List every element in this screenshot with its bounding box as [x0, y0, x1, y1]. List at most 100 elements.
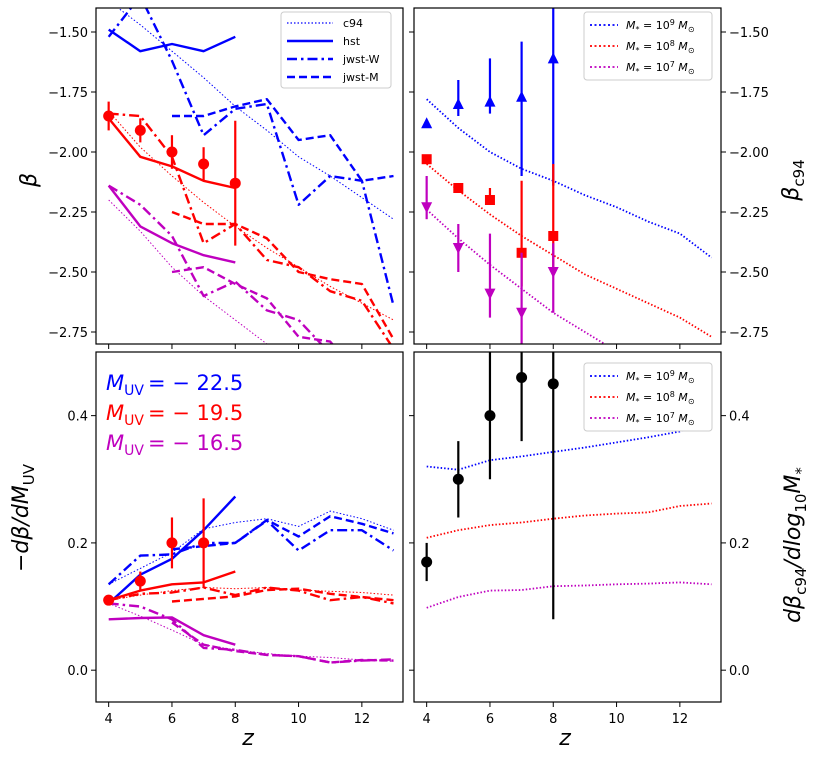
x-tick-label: 12 [354, 712, 371, 727]
plot-area [103, 8, 395, 344]
series-line-blue-dotted [426, 98, 713, 259]
legend-label-jwst-w: jwst-W [342, 53, 380, 66]
legend-label-m9-bottom: M* = 109 M⊙ [626, 369, 695, 385]
x-axis-label-left: z [241, 726, 254, 751]
y-tick-label: −1.50 [48, 26, 88, 41]
series-line-magenta-solid [107, 184, 236, 264]
y-tick-label: −2.75 [48, 326, 88, 341]
series-line-blue-dashed [171, 515, 394, 551]
y-tick-label-right: 0.4 [729, 410, 750, 425]
series-line-magenta-dashed [171, 266, 334, 344]
series-line-magenta-dotted [108, 602, 394, 662]
series-line-red-dotted [108, 587, 394, 601]
data-point-black [516, 371, 528, 383]
x-tick-label: 12 [672, 712, 689, 727]
data-point-magenta [516, 307, 528, 319]
axes-frame [95, 7, 404, 345]
data-point-blue [421, 117, 433, 129]
series-line-red-dashed [171, 587, 394, 603]
series-line-magenta-dashed [171, 621, 394, 664]
data-point-red [484, 195, 495, 205]
legend-label-m7-top: M* = 107 M⊙ [626, 60, 695, 76]
panel-bottom-right: 4 6 8 10 12 0.0 0.2 0.4 [409, 351, 750, 727]
data-point-black [484, 410, 496, 422]
plot-area [421, 352, 712, 620]
legend-label-m7-bottom: M* = 107 M⊙ [626, 411, 695, 427]
y-axis-label-beta: β [17, 173, 42, 188]
panel-top-right: −2.75 −2.50 −2.25 −2.00 −1.75 −1.50 [409, 7, 769, 349]
data-point-red [229, 177, 241, 189]
series-line-blue-dotted [426, 417, 712, 471]
legend-label-m8-bottom: M* = 108 M⊙ [626, 390, 695, 406]
data-point-red [198, 537, 210, 549]
data-point-red [421, 154, 432, 165]
data-point-red [166, 537, 178, 549]
series-line-blue-dashdot [107, 519, 395, 586]
series-line-blue-dotted [108, 510, 394, 585]
panel-top-left: −2.75 −2.50 −2.25 −2.00 −1.75 −1.50 [48, 7, 404, 349]
y-tick-label-right: −2.50 [729, 266, 769, 281]
data-point-red [103, 110, 115, 122]
legend-stellar-mass-bottom: M* = 109 M⊙ M* = 108 M⊙ M* = 107 M⊙ [583, 362, 713, 432]
x-tick-label: 8 [549, 712, 557, 727]
panel-bottom-left: 4 6 8 10 12 0.0 0.2 0.4 [67, 351, 404, 727]
y-tick-label: 0.0 [67, 664, 88, 679]
data-point-red [453, 183, 464, 193]
data-point-blue [452, 98, 464, 109]
y-tick-label: 0.2 [67, 537, 88, 552]
y-tick-label: 0.4 [67, 410, 88, 425]
legend-line-styles: c94 hst jwst-W jwst-M [280, 11, 392, 89]
data-point-red [516, 247, 527, 258]
x-tick-label: 4 [423, 712, 431, 727]
annotation-muv-16-5: MUV = − 16.5 [106, 431, 243, 459]
y-tick-label-right: −2.25 [729, 206, 769, 221]
legend-label-m9-top: M* = 109 M⊙ [626, 18, 695, 34]
legend-label-jwst-m: jwst-M [342, 71, 379, 84]
legend-stellar-mass-top: M* = 109 M⊙ M* = 108 M⊙ M* = 107 M⊙ [583, 11, 713, 81]
y-tick-label-right: −2.00 [729, 146, 769, 161]
data-point-red [198, 158, 210, 170]
data-point-red [134, 575, 146, 587]
series-line-magenta-solid [108, 616, 236, 646]
data-point-magenta [421, 202, 433, 214]
svg-text:dβc94/dlog10M*: dβc94/dlog10M* [781, 467, 810, 623]
data-point-magenta [547, 267, 559, 278]
x-tick-label: 4 [105, 712, 113, 727]
y-tick-label: −2.25 [48, 206, 88, 221]
y-tick-label-right: −1.75 [729, 86, 769, 101]
data-point-black [547, 378, 559, 390]
mag-annotations: MUV = − 22.5 MUV = − 19.5 MUV = − 16.5 [106, 371, 243, 459]
y-tick-label: −1.75 [48, 86, 88, 101]
series-line-red-dotted [426, 163, 712, 338]
series-line-red-dashed [171, 210, 395, 340]
series-line-red-dashdot [108, 112, 392, 344]
x-tick-label: 6 [486, 712, 494, 727]
data-point-black [421, 556, 433, 568]
x-axis-label-right: z [558, 726, 571, 751]
y-tick-label-right: 0.0 [729, 664, 750, 679]
data-point-red [103, 594, 115, 606]
data-point-blue [484, 95, 496, 107]
y-tick-label: −2.00 [48, 146, 88, 161]
x-tick-label: 10 [290, 712, 307, 727]
y-tick-label-right: −2.75 [729, 326, 769, 341]
y-tick-label: −2.50 [48, 266, 88, 281]
series-line-magenta-dotted [426, 581, 712, 609]
series-line-red-dotted [426, 502, 712, 539]
series-line-blue-solid [108, 28, 236, 53]
svg-text:βc94: βc94 [779, 159, 808, 201]
x-tick-label: 6 [168, 712, 176, 727]
data-point-red [548, 231, 559, 241]
y-tick-label-right: 0.2 [729, 537, 750, 552]
y-tick-label-right: −1.50 [729, 26, 769, 41]
series-line-blue-dashdot [107, 8, 395, 306]
data-point-red [166, 146, 178, 158]
y-axis-label-slope: −dβ/dMUV [9, 463, 38, 572]
svg-text:−dβ/dMUV: −dβ/dMUV [9, 463, 38, 572]
x-tick-label: 10 [608, 712, 625, 727]
axes-frame [413, 7, 722, 345]
y-axis-label-beta-c94: βc94 [779, 159, 808, 201]
series-line-red-solid [108, 570, 236, 602]
data-point-red [134, 124, 146, 136]
